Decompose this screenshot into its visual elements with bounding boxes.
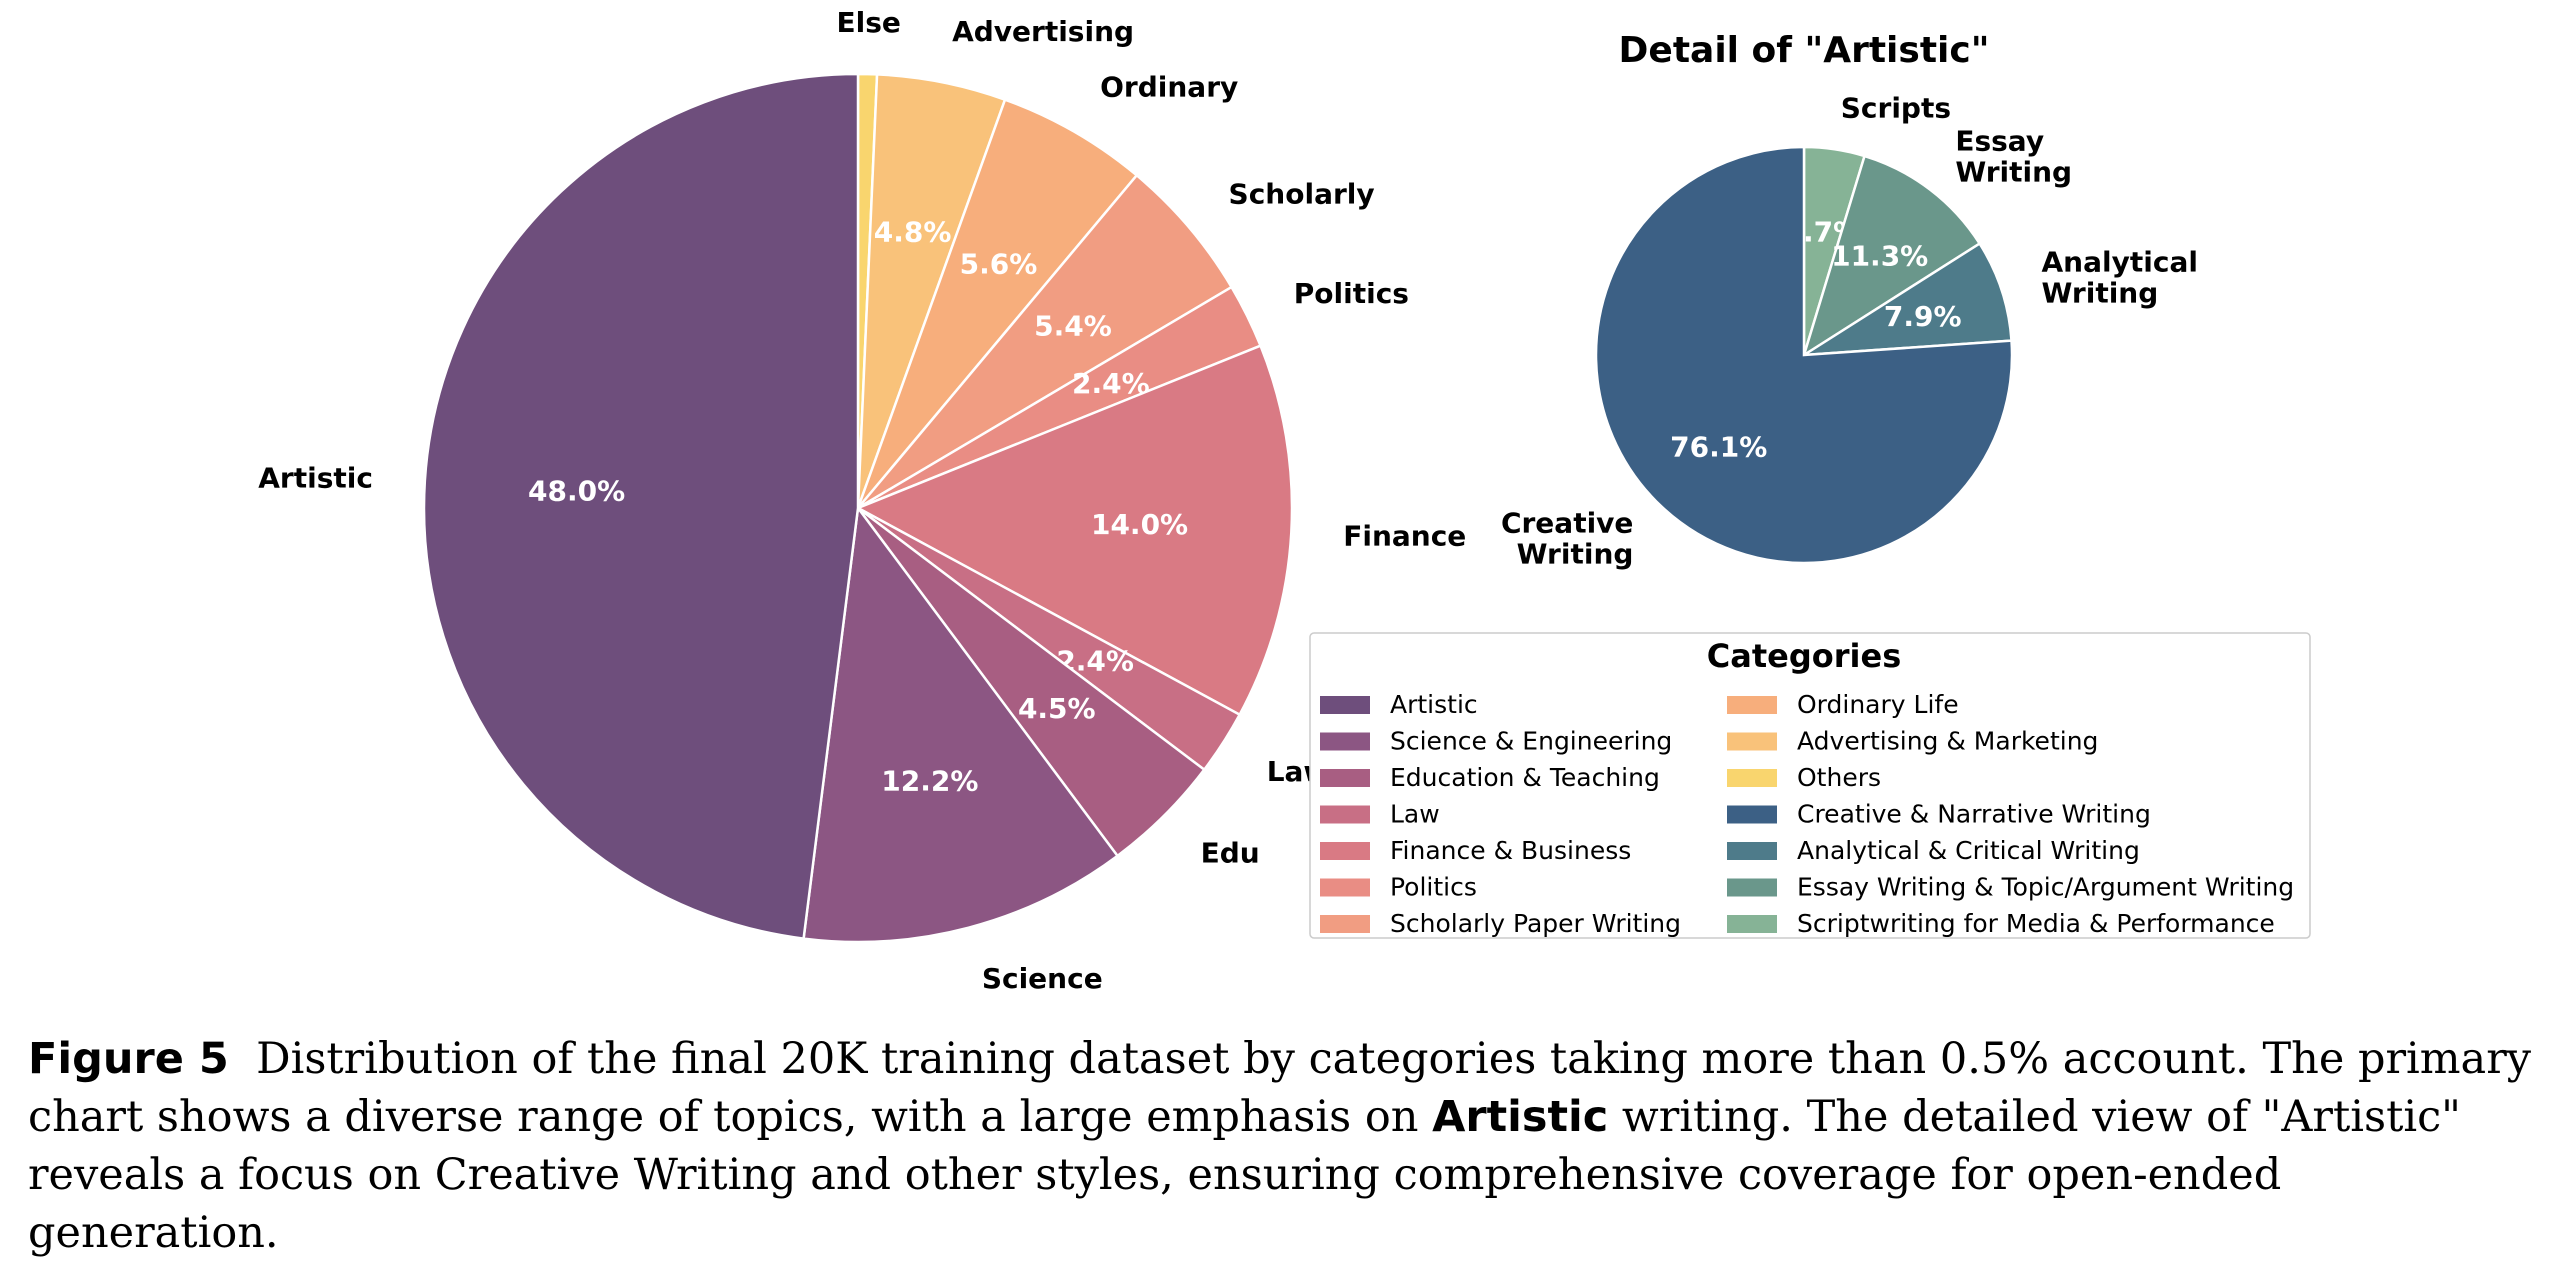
main-slice-scholarly xyxy=(857,173,1234,510)
legend-label-analytical-critical-writing: Analytical & Critical Writing xyxy=(1797,836,2140,865)
caption-bold-word: Artistic xyxy=(1432,1092,1609,1142)
main-slice-finance xyxy=(855,344,1294,717)
main-pct-ordinary: 5.6% xyxy=(960,247,1038,280)
legend-swatch-others xyxy=(1727,769,1777,787)
legend: Categories Artistic Science & Engineering… xyxy=(1309,632,2311,939)
detail-slice-creative-writing xyxy=(1594,145,2014,565)
legend-label-politics: Politics xyxy=(1390,873,1477,902)
legend-swatch-science-engineering xyxy=(1320,732,1370,751)
main-pct-edu: 4.5% xyxy=(1018,692,1096,725)
detail-label-analytical-writing: Analytical Writing xyxy=(2042,245,2198,309)
legend-label-finance-business: Finance & Business xyxy=(1390,836,1631,865)
legend-title: Categories xyxy=(1707,637,1901,675)
main-label-finance: Finance xyxy=(1343,519,1466,552)
main-slice-ordinary xyxy=(856,98,1139,509)
main-label-artistic: Artistic xyxy=(258,461,373,494)
main-pie-chart: Else Advertising 4.8% Ordinary 5.6% Scholarly… xyxy=(258,6,1466,995)
legend-label-law: Law xyxy=(1390,800,1440,829)
legend-swatch-advertising-marketing xyxy=(1727,732,1777,751)
detail-slice-essay-writing xyxy=(1801,154,1982,358)
detail-label-essay-writing: Essay Writing xyxy=(1955,125,2072,189)
legend-label-creative-narrative-writing: Creative & Narrative Writing xyxy=(1797,800,2151,829)
legend-label-artistic: Artistic xyxy=(1390,690,1478,719)
legend-label-scholarly-paper-writing: Scholarly Paper Writing xyxy=(1390,909,1681,938)
main-label-edu: Edu xyxy=(1201,837,1260,870)
caption-text-2: writing. The detailed view of "Artistic"… xyxy=(28,1092,2461,1258)
legend-swatch-education-teaching xyxy=(1320,769,1370,787)
main-slice-artistic xyxy=(422,72,860,940)
legend-swatch-scholarly-paper-writing xyxy=(1320,915,1370,933)
detail-slice-analytical-writing xyxy=(1803,241,2013,357)
legend-swatch-artistic xyxy=(1320,696,1370,714)
legend-swatch-finance-business xyxy=(1320,842,1370,860)
legend-swatch-analytical-critical-writing xyxy=(1727,842,1777,860)
detail-pct-essay-writing: 11.3% xyxy=(1831,240,1928,273)
legend-swatch-scriptwriting-for-media-performance xyxy=(1727,915,1777,933)
main-label-science: Science xyxy=(982,962,1103,995)
caption-text-1: Distribution of the final 20K training d… xyxy=(28,1034,2532,1142)
main-pct-advertising: 4.8% xyxy=(874,215,952,248)
detail-label-scripts: Scripts xyxy=(1841,92,1951,125)
legend-swatch-creative-narrative-writing xyxy=(1727,805,1777,824)
detail-pct-analytical-writing: 7.9% xyxy=(1884,300,1962,333)
legend-label-science-engineering: Science & Engineering xyxy=(1390,727,1672,756)
main-pct-science: 12.2% xyxy=(881,765,978,798)
legend-label-education-teaching: Education & Teaching xyxy=(1390,763,1660,792)
figure-label: Figure 5 xyxy=(28,1034,229,1084)
legend-swatch-ordinary-life xyxy=(1727,696,1777,714)
figure-canvas: Else Advertising 4.8% Ordinary 5.6% Scholarly… xyxy=(258,6,2311,995)
main-label-politics: Politics xyxy=(1294,277,1409,310)
detail-pie-title: Detail of "Artistic" xyxy=(1619,30,1990,71)
legend-swatch-law xyxy=(1320,805,1370,824)
legend-swatch-essay-writing-topic-argument-writing xyxy=(1727,878,1777,897)
legend-label-ordinary-life: Ordinary Life xyxy=(1797,690,1959,719)
legend-label-scriptwriting-for-media-performance: Scriptwriting for Media & Performance xyxy=(1797,909,2275,938)
legend-label-essay-writing-topic-argument-writing: Essay Writing & Topic/Argument Writing xyxy=(1797,873,2294,902)
legend-swatch-politics xyxy=(1320,878,1370,897)
main-label-advertising: Advertising xyxy=(952,15,1134,48)
main-pct-artistic: 48.0% xyxy=(528,474,625,507)
legend-frame xyxy=(1309,632,2311,939)
figure-caption: Figure 5 Distribution of the final 20K t… xyxy=(28,1030,2538,1262)
main-label-ordinary: Ordinary xyxy=(1100,71,1238,104)
main-label-else: Else xyxy=(836,6,900,39)
main-pct-scholarly: 5.4% xyxy=(1034,310,1112,343)
main-pct-finance: 14.0% xyxy=(1091,508,1188,541)
detail-pct-creative-writing: 76.1% xyxy=(1670,430,1767,463)
detail-label-creative-writing: Creative Writing xyxy=(1501,506,1633,570)
main-label-scholarly: Scholarly xyxy=(1229,178,1375,211)
legend-label-others: Others xyxy=(1797,763,1881,792)
main-slice-science xyxy=(802,504,1120,944)
legend-label-advertising-marketing: Advertising & Marketing xyxy=(1797,727,2098,756)
